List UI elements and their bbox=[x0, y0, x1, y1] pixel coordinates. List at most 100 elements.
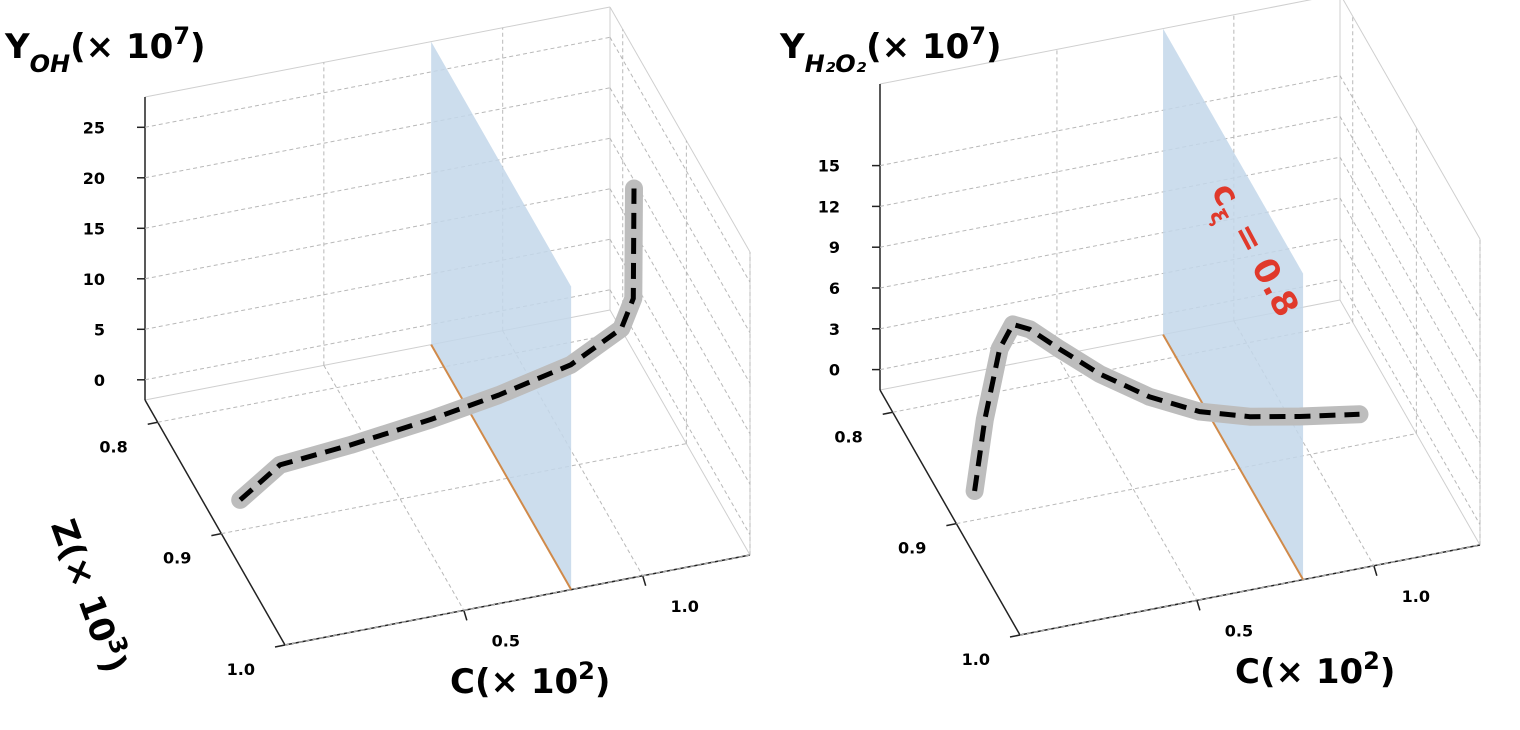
grid-line bbox=[323, 365, 465, 611]
tick-mark bbox=[463, 610, 468, 621]
grid-line bbox=[879, 197, 1341, 289]
grid-line bbox=[879, 238, 1341, 330]
x-tick-label: 1.0 bbox=[1402, 587, 1430, 606]
grid-line bbox=[1233, 320, 1375, 567]
label-part: 7 bbox=[969, 22, 986, 50]
z-tick-label: 15 bbox=[83, 219, 105, 238]
x-tick-label: 0.5 bbox=[1225, 621, 1253, 640]
grid-line bbox=[609, 188, 751, 435]
grid-line bbox=[1019, 544, 1481, 636]
grid-line bbox=[1339, 197, 1481, 444]
x-tick-label: 1.0 bbox=[671, 597, 699, 616]
label-part: (× 10 bbox=[51, 537, 124, 648]
grid-line bbox=[879, 75, 1341, 167]
y-tick-label: 1.0 bbox=[962, 650, 990, 669]
tick-mark bbox=[641, 575, 647, 586]
grid-line bbox=[502, 330, 644, 577]
z-tick-label: 0 bbox=[829, 361, 840, 380]
z-axis-title: YH₂O₂(× 107) bbox=[779, 22, 1002, 78]
z-tick-label: 3 bbox=[829, 320, 840, 339]
y-tick-label: 0.9 bbox=[898, 539, 926, 558]
tick-mark bbox=[211, 532, 222, 537]
grid-line bbox=[956, 433, 1417, 525]
z-tick-label: 5 bbox=[94, 320, 105, 339]
z-tick-label: 0 bbox=[94, 371, 105, 390]
x-axis-title: C(× 102) bbox=[450, 657, 610, 702]
grid-line bbox=[1339, 279, 1481, 525]
y-tick-label: 0.8 bbox=[99, 437, 127, 456]
label-part: (× 10 bbox=[1260, 652, 1363, 692]
plane-edge bbox=[1162, 334, 1304, 581]
box-edge bbox=[1342, 0, 1481, 240]
grid-line bbox=[221, 443, 687, 535]
grid-line bbox=[609, 138, 751, 384]
tick-mark bbox=[147, 421, 158, 426]
plane bbox=[431, 41, 572, 590]
label-part: C bbox=[450, 662, 475, 702]
grid-line bbox=[879, 279, 1341, 371]
grid-line bbox=[1339, 116, 1481, 362]
box-edge bbox=[1339, 299, 1481, 546]
grid-line bbox=[144, 137, 611, 229]
box-edge bbox=[609, 309, 751, 556]
z-tick-label: 9 bbox=[829, 238, 840, 257]
grid-line bbox=[609, 87, 751, 334]
label-part: C bbox=[1235, 652, 1260, 692]
label-part: Y bbox=[779, 27, 805, 67]
grid-line bbox=[284, 554, 751, 646]
label-part: ) bbox=[986, 27, 1002, 67]
tick-mark bbox=[274, 644, 286, 648]
grid-line bbox=[1339, 75, 1481, 321]
plane bbox=[1163, 28, 1304, 580]
tick-mark bbox=[1009, 634, 1021, 638]
tick-mark bbox=[946, 522, 957, 527]
grid-line bbox=[609, 37, 751, 283]
y-axis-title: Z(× 103) bbox=[42, 512, 139, 678]
mean-line bbox=[972, 321, 1360, 492]
label-part: Y bbox=[4, 27, 30, 67]
label-part: 7 bbox=[173, 22, 190, 50]
grid-line bbox=[1339, 156, 1481, 403]
box-edge bbox=[609, 6, 751, 253]
grid-line bbox=[892, 321, 1353, 413]
label-part: H₂O₂ bbox=[805, 50, 867, 78]
z-tick-label: 6 bbox=[829, 279, 840, 298]
label-part: ) bbox=[190, 27, 206, 67]
y-tick-label: 1.0 bbox=[227, 660, 255, 679]
label-part: OH bbox=[30, 50, 71, 78]
z-tick-label: 10 bbox=[83, 270, 105, 289]
box-edge bbox=[144, 6, 611, 98]
z-tick-label: 15 bbox=[818, 157, 840, 176]
grid-line bbox=[879, 115, 1341, 207]
grid-line bbox=[609, 289, 751, 536]
z-tick-label: 12 bbox=[818, 197, 840, 216]
label-part: 2 bbox=[1363, 647, 1380, 675]
tick-mark bbox=[1373, 565, 1378, 576]
grid-line bbox=[609, 239, 751, 485]
grid-line bbox=[144, 87, 611, 179]
grid-line bbox=[144, 188, 611, 280]
tick-mark bbox=[882, 411, 893, 416]
label-part: 2 bbox=[578, 657, 595, 685]
grid-line bbox=[1056, 355, 1198, 601]
grid-line bbox=[144, 36, 611, 128]
y-axis bbox=[144, 399, 286, 646]
y-tick-label: 0.8 bbox=[834, 427, 862, 446]
grid-line bbox=[1339, 238, 1481, 485]
z-tick-label: 25 bbox=[83, 118, 105, 137]
y-axis bbox=[879, 389, 1021, 636]
mean-line bbox=[238, 188, 637, 502]
x-tick-label: 0.5 bbox=[492, 631, 520, 650]
tick-mark bbox=[1196, 600, 1201, 611]
plane-edge bbox=[430, 344, 573, 591]
label-part: (× 10 bbox=[70, 27, 173, 67]
label-part: ) bbox=[595, 662, 611, 702]
z-axis-title: YOH(× 107) bbox=[4, 22, 206, 78]
label-part: ) bbox=[1380, 652, 1396, 692]
grid-line bbox=[879, 156, 1341, 248]
x-axis-title: C(× 102) bbox=[1235, 647, 1395, 692]
label-part: (× 10 bbox=[475, 662, 578, 702]
y-tick-label: 0.9 bbox=[163, 549, 191, 568]
